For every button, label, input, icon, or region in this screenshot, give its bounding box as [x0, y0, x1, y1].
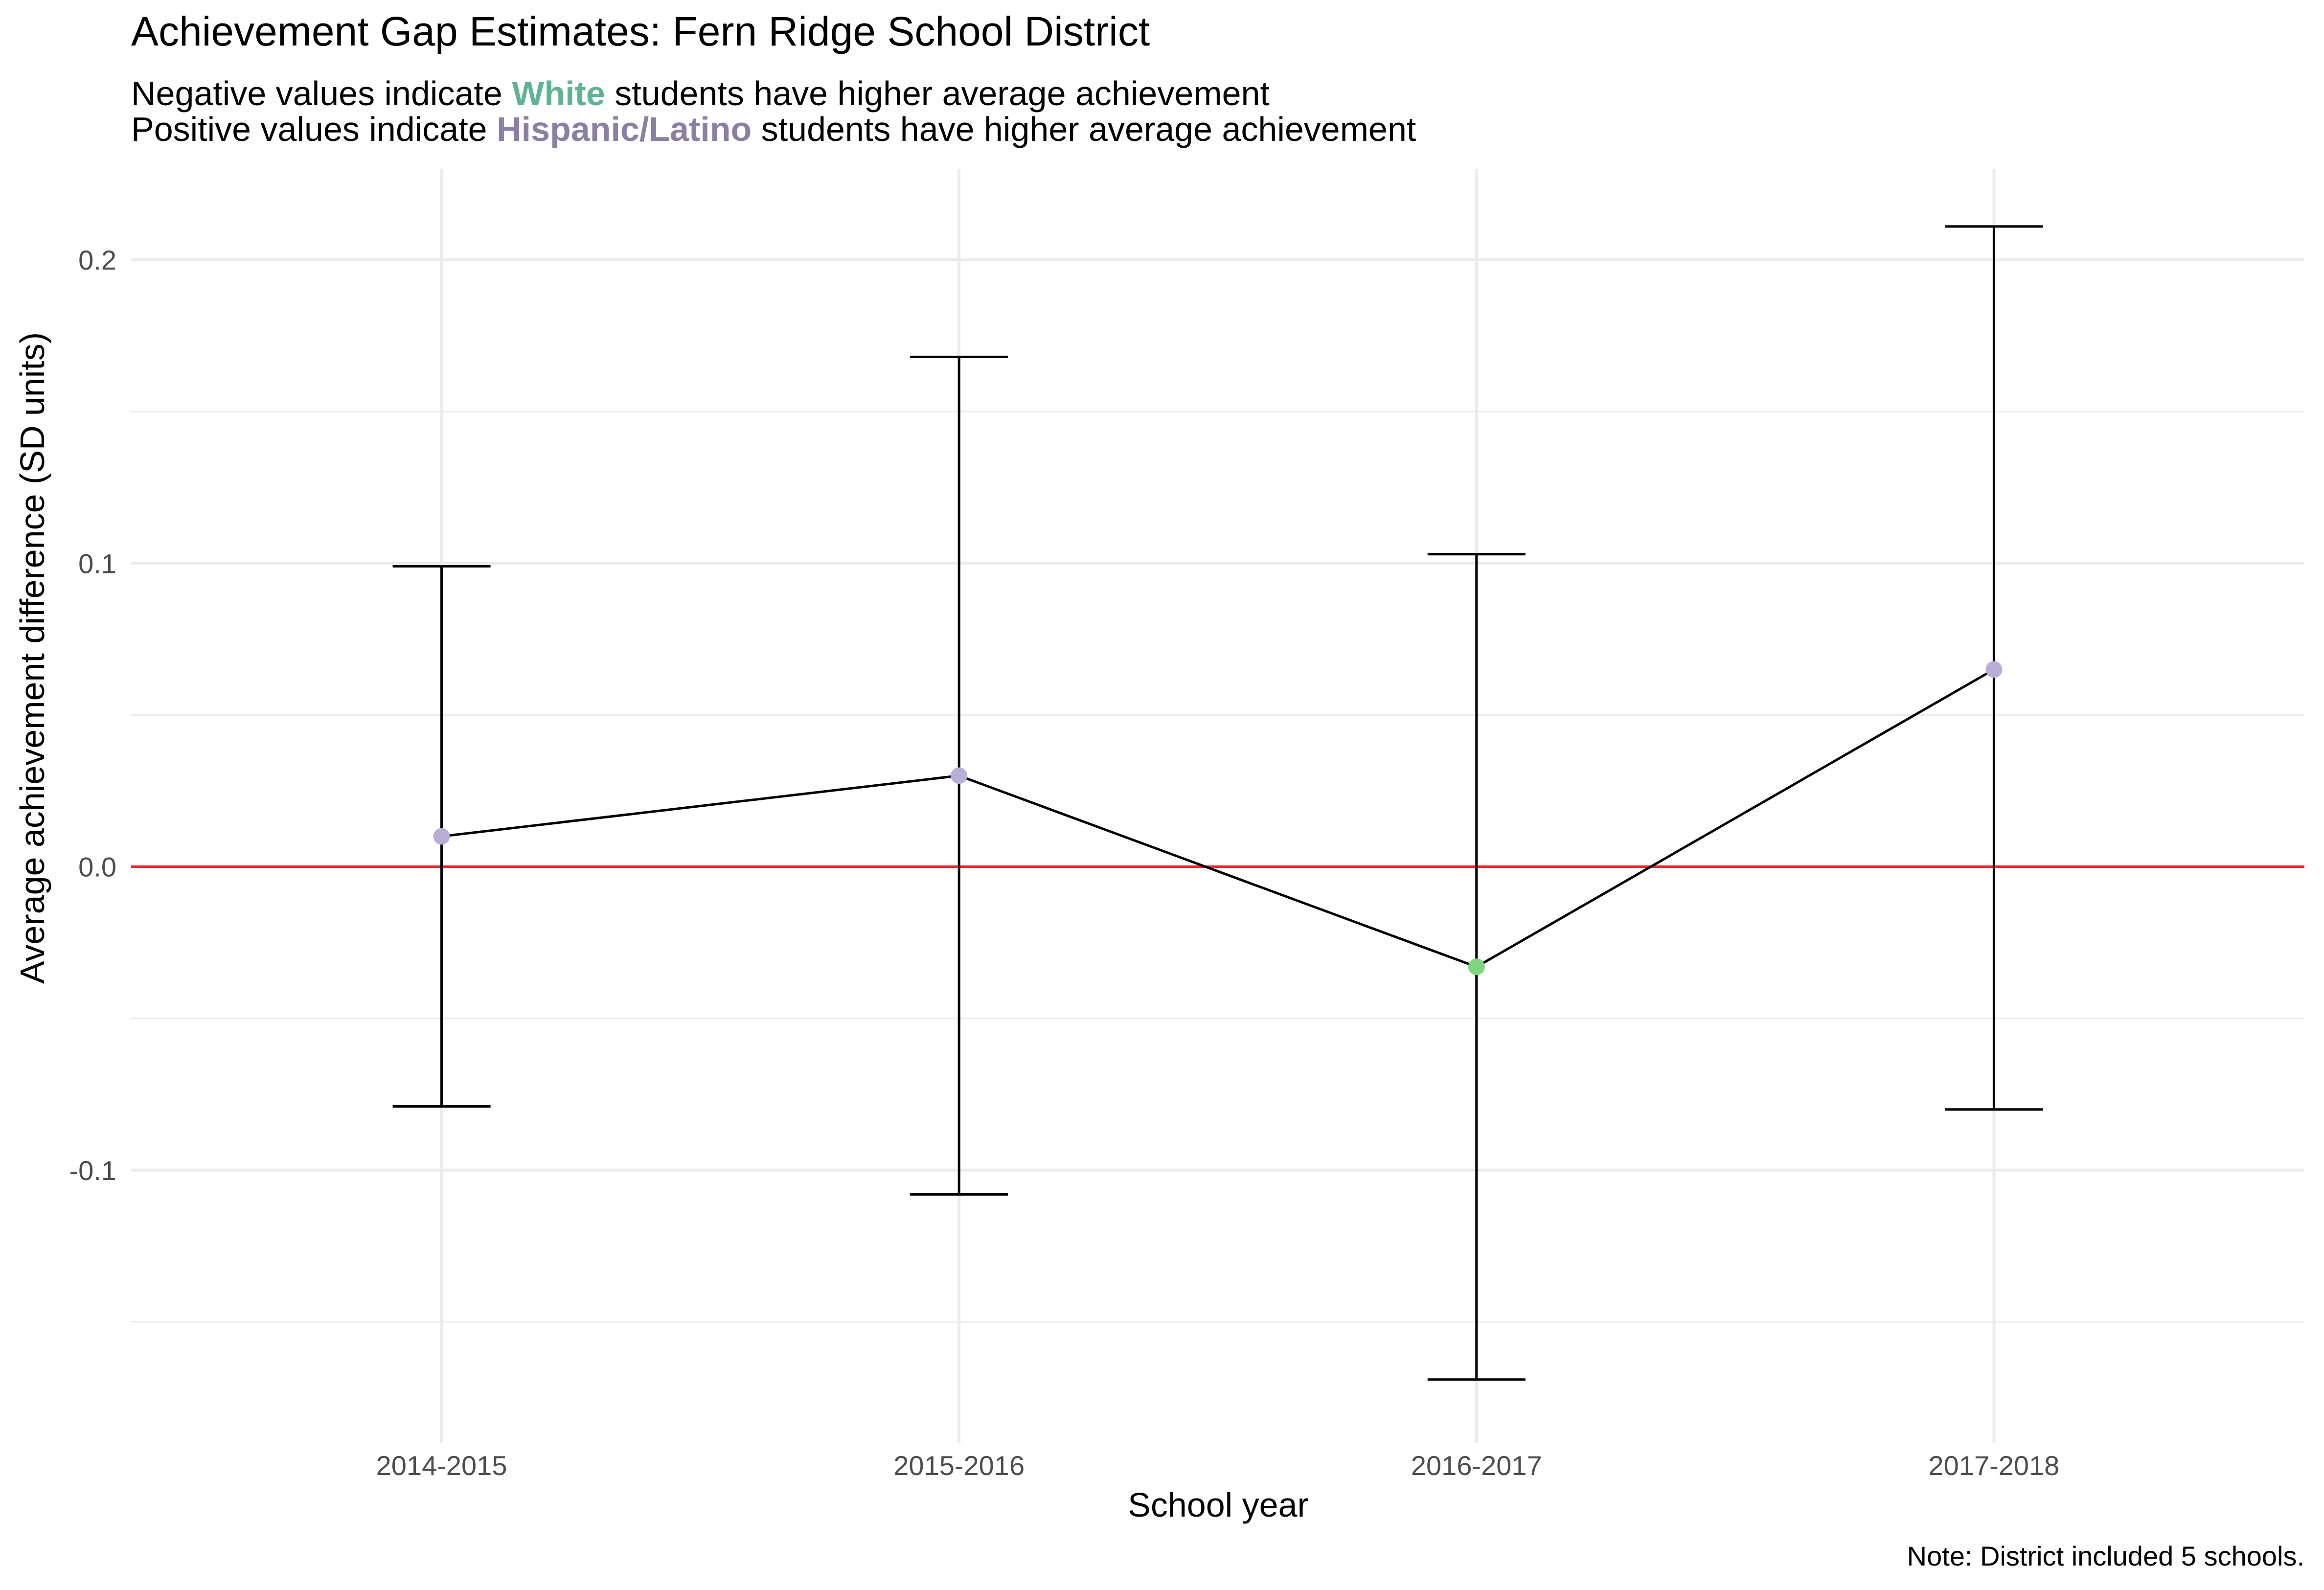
subtitle-line-1: Negative values indicate White students … — [131, 74, 1270, 113]
subtitle-2-suffix: students have higher average achievement — [752, 110, 1416, 148]
y-tick-label: 0.0 — [78, 852, 116, 883]
y-tick-label: 0.2 — [78, 245, 116, 275]
subtitle-line-2: Positive values indicate Hispanic/Latino… — [131, 110, 1416, 148]
x-tick-label: 2016-2017 — [1411, 1450, 1542, 1481]
x-tick-label: 2017-2018 — [1929, 1450, 2060, 1481]
white-highlight: White — [512, 74, 605, 113]
y-tick-label: 0.1 — [78, 548, 116, 579]
subtitle-2-prefix: Positive values indicate — [131, 110, 497, 148]
axis-label-layer: -0.1 0.0 0.1 0.2 2014-2015 2015-2016 2016-2017… — [69, 245, 2060, 1481]
error-bar-layer — [392, 225, 2043, 1381]
point-layer — [433, 661, 2003, 976]
data-point — [951, 767, 968, 784]
series-line — [441, 668, 1995, 968]
y-tick-label: -0.1 — [69, 1155, 117, 1186]
subtitle-1-suffix: students have higher average achievement — [605, 74, 1270, 113]
x-tick-label: 2014-2015 — [376, 1450, 507, 1481]
data-point — [1985, 661, 2003, 678]
data-point — [433, 828, 450, 845]
subtitle-1-prefix: Negative values indicate — [131, 74, 512, 113]
x-tick-label: 2015-2016 — [893, 1450, 1025, 1481]
x-axis-title: School year — [1128, 1486, 1309, 1524]
chart-title: Achievement Gap Estimates: Fern Ridge Sc… — [131, 8, 1150, 54]
series-line-layer — [441, 668, 1995, 968]
chart-caption: Note: District included 5 schools. — [1907, 1541, 2304, 1571]
y-axis-title: Average achievement difference (SD units… — [13, 332, 51, 984]
grid-layer — [131, 169, 2304, 1443]
hispanic-latino-highlight: Hispanic/Latino — [497, 110, 752, 148]
data-point — [1468, 958, 1485, 976]
